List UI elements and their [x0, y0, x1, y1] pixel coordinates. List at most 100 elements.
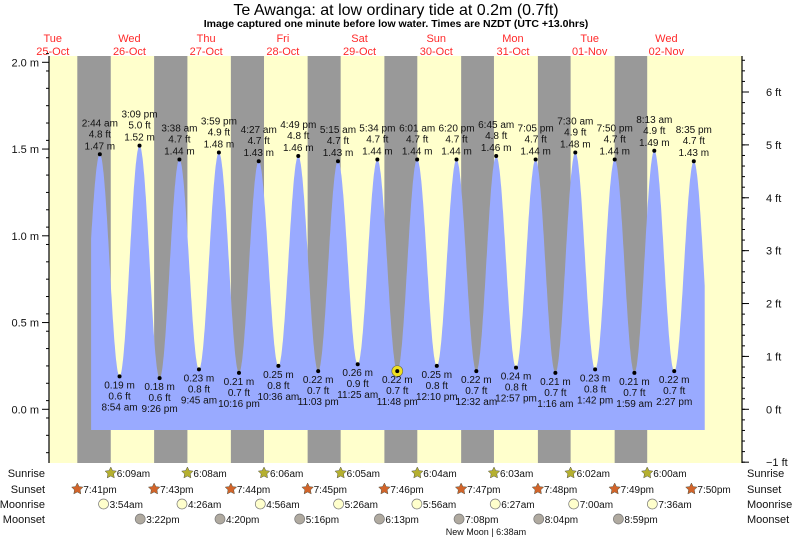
high-tide-ft: 4.9 ft: [564, 128, 586, 139]
low-tide-time: 1:16 am: [537, 399, 573, 410]
sunrise-time: 6:09am: [117, 469, 150, 480]
left-tick-label: 0.5 m: [11, 318, 39, 330]
high-tide-m: 1.44 m: [362, 146, 393, 157]
sunrise-icon: [181, 466, 194, 479]
right-tick-label: 0 ft: [766, 404, 781, 416]
low-tide-ft: 0.6 ft: [148, 393, 170, 404]
left-tick-label: 2.0 m: [11, 57, 39, 69]
low-tide-point: [395, 369, 400, 374]
day-label-dow: Sat: [351, 33, 368, 45]
day-label-date: 27-Oct: [190, 46, 223, 58]
high-tide-time: 8:35 pm: [676, 125, 712, 136]
low-tide-ft: 0.8 ft: [267, 381, 289, 392]
sunrise-time: 6:06am: [270, 469, 303, 480]
sunset-icon: [608, 482, 621, 495]
low-tide-time: 1:42 pm: [577, 395, 613, 406]
moonset-time: 8:59pm: [624, 515, 657, 526]
sunset-row-label: Sunset: [11, 484, 45, 496]
right-tick-label: 3 ft: [766, 246, 781, 258]
low-tide-point: [434, 363, 439, 368]
sunrise-icon: [640, 466, 654, 479]
sunrise-icon: [564, 466, 577, 479]
high-tide-ft: 4.7 ft: [327, 136, 349, 147]
sunset-time: 7:47pm: [467, 485, 500, 496]
low-tide-m: 0.23 m: [184, 373, 215, 384]
low-tide-time: 11:25 am: [337, 390, 378, 401]
low-tide-ft: 0.7 ft: [623, 388, 645, 399]
high-tide-m: 1.44 m: [520, 146, 551, 157]
low-tide-time: 9:26 pm: [142, 404, 178, 415]
low-tide-time: 10:36 am: [258, 392, 300, 403]
low-tide-m: 0.25 m: [263, 370, 294, 381]
sunset-row-label-right: Sunset: [747, 484, 781, 496]
low-tide-time: 12:10 pm: [416, 392, 458, 403]
high-tide-ft: 4.7 ft: [168, 134, 190, 145]
day-label-dow: Mon: [502, 33, 523, 45]
low-tide-point: [355, 362, 360, 367]
sunset-time: 7:41pm: [83, 485, 116, 496]
day-label-dow: Tue: [580, 33, 599, 45]
low-tide-point: [672, 369, 677, 374]
high-tide-point: [375, 157, 380, 162]
day-label-date: 30-Oct: [420, 46, 453, 58]
high-tide-m: 1.46 m: [283, 143, 314, 154]
low-tide-time: 8:54 am: [101, 402, 137, 413]
sunrise-icon: [487, 466, 501, 479]
moonrise-icon: [98, 498, 109, 510]
low-tide-ft: 0.8 ft: [426, 381, 448, 392]
high-tide-time: 8:13 am: [636, 115, 672, 126]
high-tide-ft: 4.7 ft: [524, 134, 546, 145]
left-tick-label: 1.0 m: [11, 231, 39, 243]
low-tide-ft: 0.6 ft: [108, 391, 130, 402]
moonset-time: 8:04pm: [545, 515, 578, 526]
sunset-time: 7:48pm: [544, 485, 577, 496]
high-tide-m: 1.49 m: [639, 138, 670, 149]
low-tide-point: [593, 367, 598, 372]
low-tide-m: 0.23 m: [580, 373, 611, 384]
sunrise-icon: [257, 466, 271, 479]
low-tide-m: 0.22 m: [382, 375, 413, 386]
sunset-icon: [147, 482, 161, 495]
right-tick-label: 4 ft: [766, 193, 781, 205]
high-tide-ft: 4.7 ft: [366, 134, 388, 145]
sunset-time: 7:45pm: [314, 485, 347, 496]
low-tide-ft: 0.7 ft: [386, 386, 408, 397]
high-tide-time: 7:05 pm: [518, 123, 554, 134]
high-tide-point: [612, 157, 617, 162]
low-tide-m: 0.24 m: [501, 372, 532, 383]
left-tick-label: 1.5 m: [11, 144, 39, 156]
low-tide-m: 0.22 m: [461, 375, 492, 386]
sunset-icon: [71, 482, 84, 495]
sunrise-row-label: Sunrise: [8, 468, 45, 480]
right-tick-label: 5 ft: [766, 140, 781, 152]
day-label-date: 29-Oct: [343, 46, 376, 58]
moonrise-row-label: Moonrise: [0, 499, 45, 511]
moonrise-time: 5:56am: [423, 500, 456, 511]
high-tide-m: 1.44 m: [164, 146, 195, 157]
low-tide-m: 0.18 m: [144, 382, 175, 393]
high-tide-point: [494, 153, 499, 158]
day-label-date: 31-Oct: [496, 46, 529, 58]
moonset-icon: [613, 513, 624, 525]
low-tide-time: 1:59 am: [616, 399, 652, 410]
moonrise-icon: [411, 498, 423, 510]
moonset-time: 5:16pm: [306, 515, 339, 526]
low-tide-ft: 0.7 ft: [544, 388, 566, 399]
high-tide-m: 1.52 m: [124, 133, 155, 144]
low-tide-m: 0.26 m: [342, 368, 373, 379]
high-tide-time: 5:34 pm: [359, 123, 395, 134]
high-tide-m: 1.47 m: [85, 141, 116, 152]
day-label-date: 02-Nov: [649, 46, 685, 58]
day-label-dow: Sun: [426, 33, 446, 45]
low-tide-m: 0.21 m: [224, 377, 255, 388]
high-tide-ft: 4.9 ft: [643, 126, 665, 137]
low-tide-point: [236, 370, 241, 375]
day-label-date: 28-Oct: [266, 46, 299, 58]
high-tide-time: 4:49 pm: [280, 120, 316, 131]
high-tide-time: 7:50 pm: [597, 123, 633, 134]
right-tick-label: 1 ft: [766, 351, 781, 363]
high-tide-point: [652, 148, 657, 153]
high-tide-point: [296, 153, 301, 158]
moonrise-icon: [333, 498, 344, 510]
low-tide-m: 0.25 m: [422, 370, 453, 381]
